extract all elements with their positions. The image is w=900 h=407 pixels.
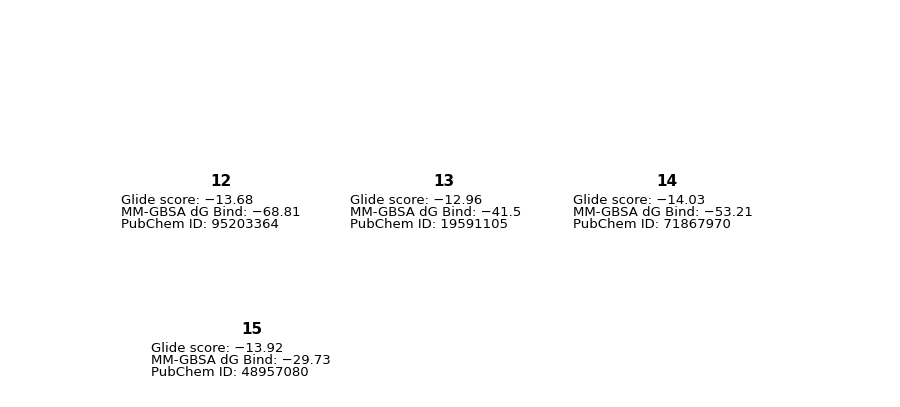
- Text: PubChem ID: 19591105: PubChem ID: 19591105: [349, 218, 508, 231]
- Text: MM-GBSA dG Bind: −53.21: MM-GBSA dG Bind: −53.21: [573, 206, 752, 219]
- Text: MM-GBSA dG Bind: −68.81: MM-GBSA dG Bind: −68.81: [121, 206, 301, 219]
- Text: Glide score: −12.96: Glide score: −12.96: [349, 194, 482, 207]
- Text: Glide score: −14.03: Glide score: −14.03: [573, 194, 705, 207]
- Text: 12: 12: [210, 174, 231, 189]
- Text: 15: 15: [241, 322, 263, 337]
- Text: 14: 14: [656, 174, 678, 189]
- Text: Glide score: −13.92: Glide score: −13.92: [151, 342, 284, 355]
- Text: 13: 13: [433, 174, 454, 189]
- Text: MM-GBSA dG Bind: −41.5: MM-GBSA dG Bind: −41.5: [349, 206, 521, 219]
- Text: MM-GBSA dG Bind: −29.73: MM-GBSA dG Bind: −29.73: [151, 354, 330, 367]
- Text: PubChem ID: 48957080: PubChem ID: 48957080: [151, 365, 309, 379]
- Text: Glide score: −13.68: Glide score: −13.68: [121, 194, 253, 207]
- Text: PubChem ID: 95203364: PubChem ID: 95203364: [121, 218, 279, 231]
- Text: PubChem ID: 71867970: PubChem ID: 71867970: [573, 218, 731, 231]
